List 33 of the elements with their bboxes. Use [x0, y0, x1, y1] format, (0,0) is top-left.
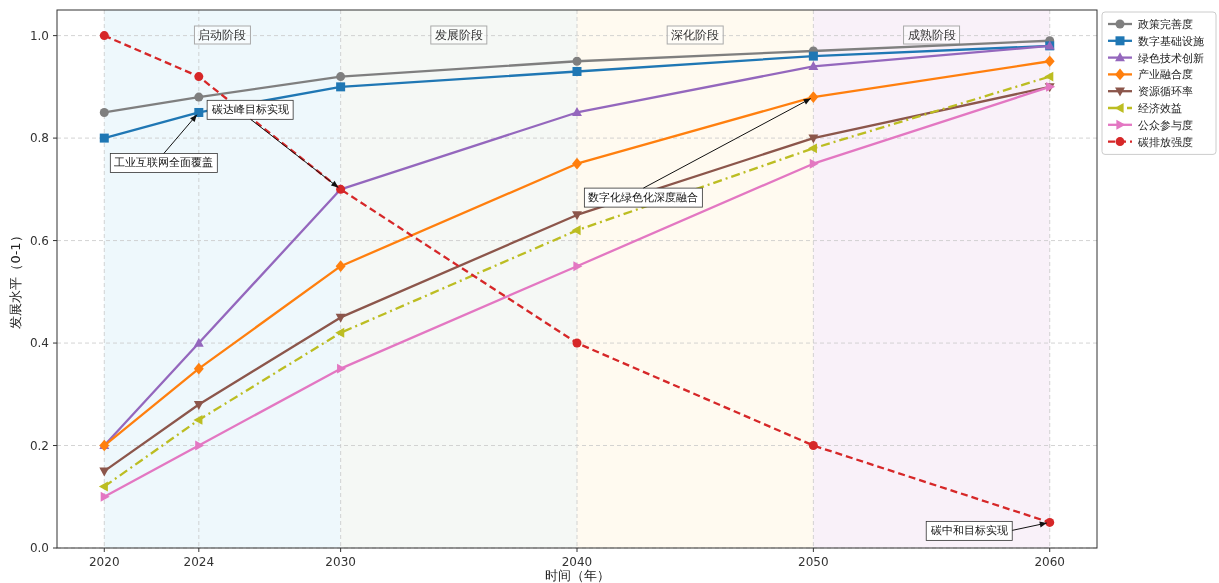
- annotation: 碳中和目标实现: [930, 524, 1009, 538]
- legend-label: 资源循环率: [1138, 85, 1193, 99]
- annotation: 工业互联网全面覆盖: [109, 114, 218, 173]
- y-tick-label: 0.4: [29, 336, 49, 351]
- annotation: 数字化绿色化深度融合: [583, 98, 812, 208]
- y-tick-label: 1.0: [29, 28, 49, 43]
- band-label: 启动阶段: [198, 28, 247, 42]
- y-tick-label: 0.6: [29, 233, 49, 248]
- legend-label: 绿色技术创新: [1138, 51, 1204, 65]
- y-tick-label: 0.8: [29, 131, 49, 146]
- legend-label: 碳排放强度: [1137, 135, 1193, 149]
- legend-label: 数字基础设施: [1138, 34, 1204, 48]
- band-label: 成熟阶段: [907, 28, 956, 42]
- band-label: 发展阶段: [434, 28, 483, 42]
- annotation: 工业互联网全面覆盖: [114, 156, 214, 170]
- y-tick-label: 0.0: [29, 541, 49, 555]
- x-tick-label: 2024: [183, 555, 215, 569]
- y-tick-label: 0.2: [29, 438, 49, 453]
- x-tick-label: 2040: [561, 555, 593, 569]
- x-tick-label: 2060: [1034, 555, 1065, 569]
- annotation: 数字化绿色化深度融合: [588, 191, 699, 205]
- x-tick-label: 2030: [325, 555, 356, 569]
- x-tick-label: 2050: [798, 555, 829, 569]
- y-axis-title: 发展水平（0-1）: [8, 229, 23, 329]
- band-label: 深化阶段: [671, 28, 720, 42]
- legend-label: 公众参与度: [1138, 118, 1193, 132]
- x-tick-label: 2020: [89, 555, 120, 569]
- legend-label: 经济效益: [1138, 102, 1182, 115]
- legend-label: 政策完善度: [1138, 18, 1193, 31]
- annotation: 碳达峰目标实现: [211, 103, 290, 117]
- annotation: 碳中和目标实现: [925, 521, 1048, 541]
- legend-label: 产业融合度: [1138, 68, 1193, 82]
- x-axis-title: 时间（年）: [544, 568, 610, 583]
